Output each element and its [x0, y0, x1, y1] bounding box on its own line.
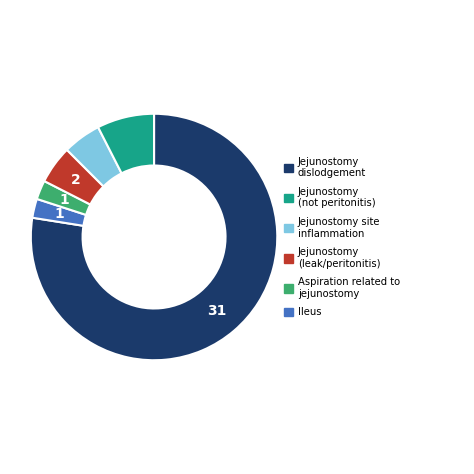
Text: 1: 1: [55, 207, 64, 221]
Text: 1: 1: [59, 193, 69, 207]
Wedge shape: [44, 150, 103, 205]
Wedge shape: [32, 199, 86, 226]
Wedge shape: [98, 114, 154, 173]
Wedge shape: [31, 114, 277, 360]
Text: 31: 31: [208, 304, 227, 318]
Legend: Jejunostomy
dislodgement, Jejunostomy
(not peritonitis), Jejunostomy site
inflam: Jejunostomy dislodgement, Jejunostomy (n…: [280, 153, 404, 321]
Wedge shape: [67, 127, 122, 186]
Wedge shape: [37, 181, 91, 215]
Text: 2: 2: [71, 173, 80, 187]
